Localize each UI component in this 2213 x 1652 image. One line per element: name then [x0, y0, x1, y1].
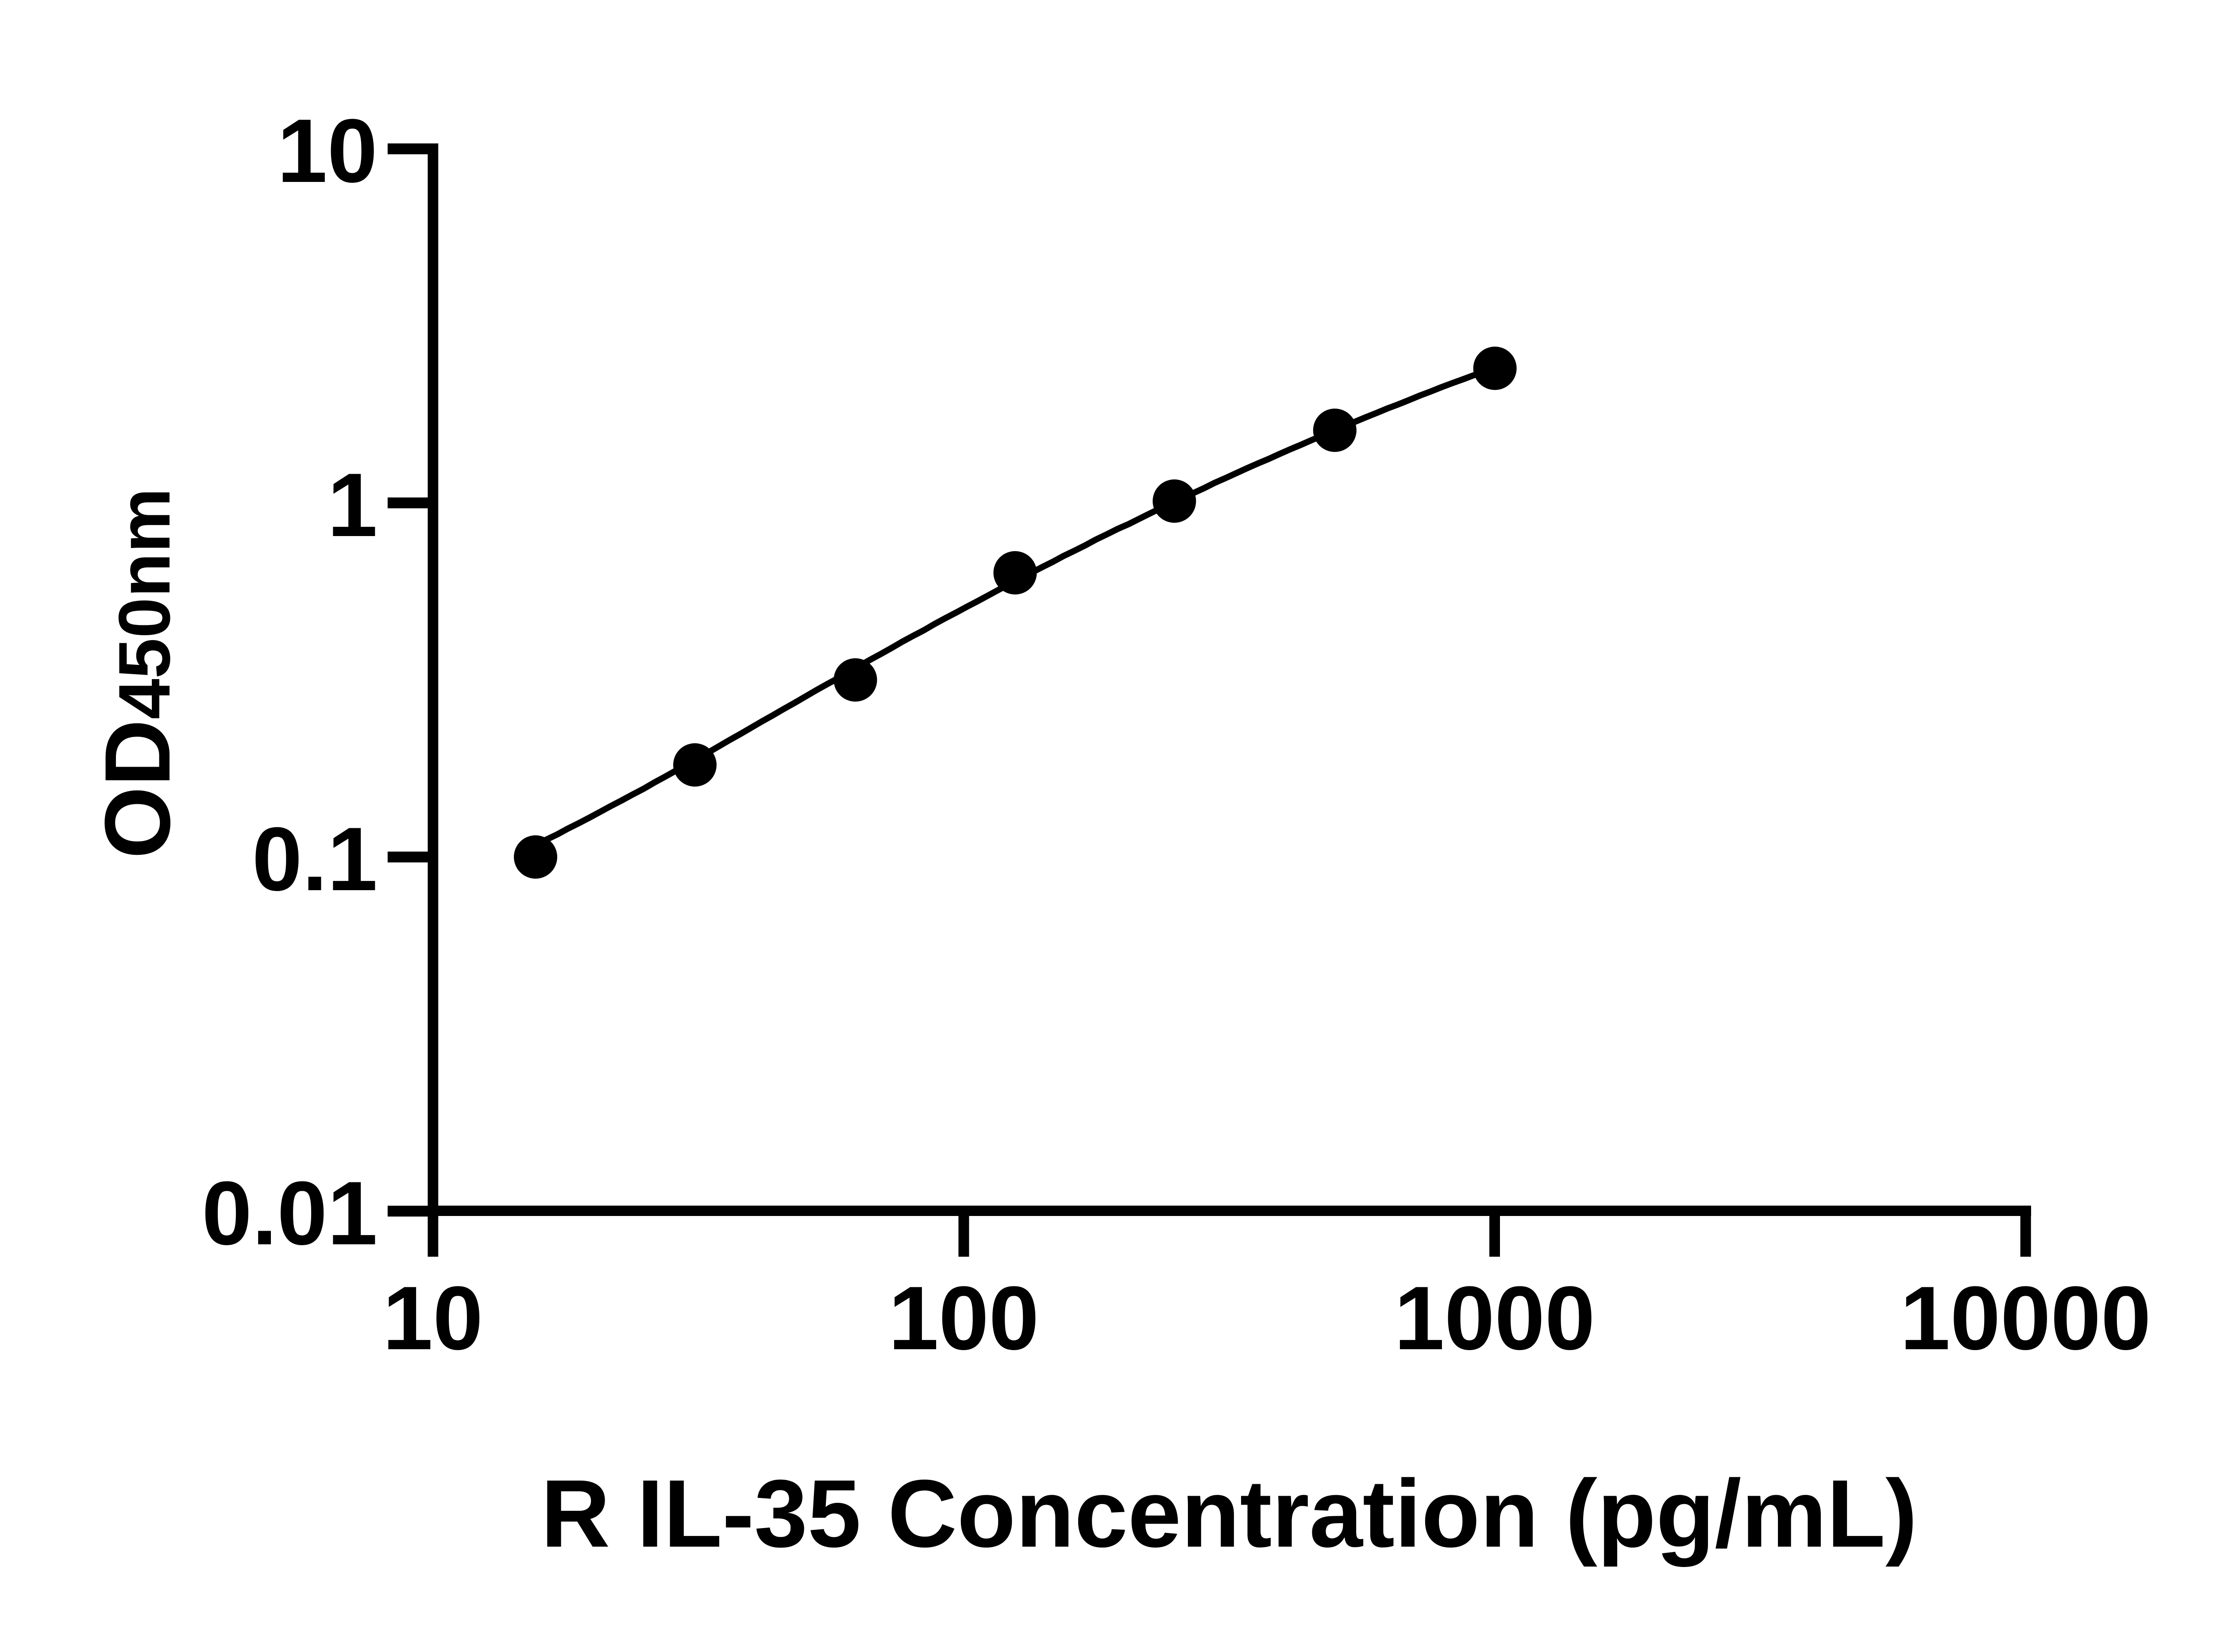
svg-text:10: 10 — [277, 100, 378, 201]
svg-text:10000: 10000 — [1900, 1268, 2151, 1369]
svg-text:R IL-35 Concentration (pg/mL): R IL-35 Concentration (pg/mL) — [541, 1460, 1917, 1567]
svg-text:1000: 1000 — [1394, 1268, 1595, 1369]
svg-text:10: 10 — [383, 1268, 483, 1369]
svg-text:100: 100 — [888, 1268, 1039, 1369]
svg-text:0.01: 0.01 — [202, 1163, 378, 1264]
svg-text:0.1: 0.1 — [252, 809, 378, 910]
svg-text:1: 1 — [328, 455, 378, 556]
